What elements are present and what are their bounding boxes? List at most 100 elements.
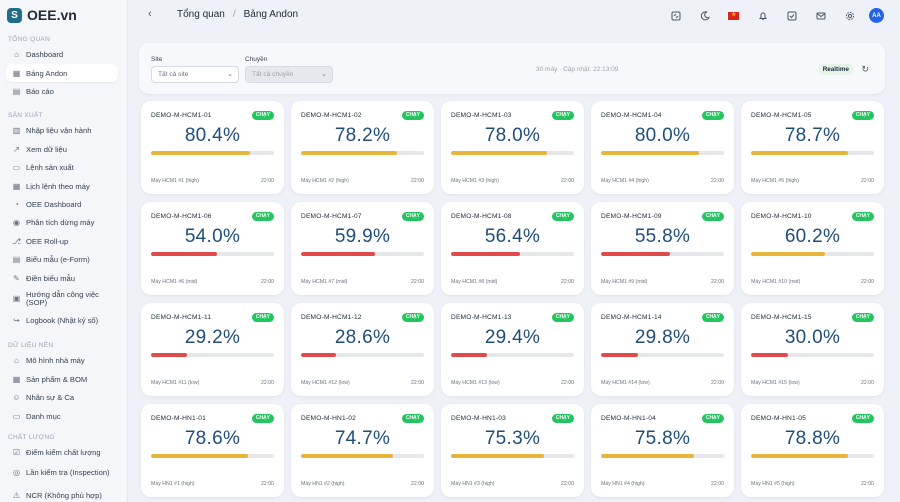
sidebar-item-label: Danh mục (26, 411, 61, 421)
ncr-icon: ⚠ (12, 490, 21, 500)
oee-value: 78.0% (484, 125, 541, 146)
sidebar-item-s-n-ph-m-bom[interactable]: ▦ Sản phẩm & BOM (0, 370, 118, 388)
status-badge: CHẠY (401, 414, 424, 423)
andon-card[interactable]: DEMO-M-HN1-04 CHẠY 75.8% Máy HN1 #4 (high) 2… (591, 404, 734, 497)
dark-mode-icon[interactable] (699, 10, 710, 21)
user-avatar[interactable]: AA (869, 8, 884, 23)
product-icon: ▦ (12, 374, 21, 384)
sidebar-item-h-ng-d-n-c-ng-vi-c-sop[interactable]: ▣ Hướng dẫn công việc (SOP) (0, 288, 118, 310)
language-flag-icon[interactable] (728, 10, 739, 21)
sidebar-item-bi-u-m-u-e-form[interactable]: ▤ Biểu mẫu (e-Form) (0, 251, 118, 269)
oee-progress-track (751, 353, 874, 357)
sidebar-item-b-o-c-o[interactable]: ▤ Báo cáo (0, 83, 118, 101)
sidebar-item-ncr-kh-ng-ph-h-p[interactable]: ⚠ NCR (Không phù hợp) (0, 486, 118, 502)
fullscreen-icon[interactable] (670, 10, 681, 21)
andon-card[interactable]: DEMO-M-HCM1-12 CHẠY 28.6% Máy HCM1 #12 (low… (291, 303, 434, 396)
last-update-time: 22:00 (411, 178, 424, 184)
sop-icon: ▣ (12, 293, 21, 303)
sidebar-item-i-n-bi-u-m-u[interactable]: ✎ Điền biểu mẫu (0, 269, 118, 287)
andon-card[interactable]: DEMO-M-HCM1-01 CHẠY 80.4% Máy HCM1 #1 (high… (141, 101, 284, 194)
top-toolbar: AA (652, 8, 884, 23)
oee-progress-fill (751, 353, 788, 357)
folder-icon: ▭ (12, 411, 21, 421)
oee-progress-track (751, 151, 874, 155)
last-update-time: 22:00 (861, 178, 874, 184)
oee-progress-track (151, 353, 274, 357)
andon-card[interactable]: DEMO-M-HN1-05 CHẠY 78.8% Máy HN1 #5 (high) 2… (741, 404, 884, 497)
last-update-time: 22:00 (561, 178, 574, 184)
andon-card[interactable]: DEMO-M-HCM1-02 CHẠY 78.2% Máy HCM1 #2 (high… (291, 101, 434, 194)
filter-panel: Site Tất cả site ⌄ Chuyền Tất cả chuyền … (139, 43, 885, 94)
sidebar-item-oee-roll-up[interactable]: ⎇ OEE Roll-up (0, 232, 118, 250)
sidebar-item-logbook-nh-t-k-s[interactable]: ↪ Logbook (Nhật ký số) (0, 312, 118, 330)
machine-name: Máy HCM1 #15 (low) (751, 380, 800, 386)
oee-progress-track (751, 454, 874, 458)
tasks-icon[interactable] (786, 10, 797, 21)
realtime-badge[interactable]: Realtime (818, 64, 853, 75)
andon-card[interactable]: DEMO-M-HCM1-15 CHẠY 30.0% Máy HCM1 #15 (low… (741, 303, 884, 396)
oee-progress-track (301, 353, 424, 357)
factory-icon: ⌂ (14, 356, 19, 366)
status-badge: CHẠY (851, 212, 874, 221)
oee-value: 59.9% (334, 226, 391, 247)
andon-card[interactable]: DEMO-M-HCM1-14 CHẠY 29.8% Máy HCM1 #14 (low… (591, 303, 734, 396)
sidebar-item-nh-n-s-ca[interactable]: ☺ Nhân sự & Ca (0, 389, 118, 407)
line-select[interactable]: Tất cả chuyền ⌄ (245, 66, 333, 83)
machine-name: Máy HN1 #5 (high) (751, 481, 795, 487)
last-update-time: 22:00 (261, 481, 274, 487)
sidebar-item-xem-d-li-u[interactable]: ↗ Xem dữ liệu (0, 140, 118, 158)
sidebar-item-ph-n-t-ch-d-ng-m-y[interactable]: ◉ Phân tích dừng máy (0, 214, 118, 232)
rollup-icon: ⎇ (11, 236, 22, 246)
sidebar-item-i-m-ki-m-ch-t-l-ng[interactable]: ☑ Điểm kiểm chất lượng (0, 444, 118, 462)
refresh-icon[interactable]: ↻ (861, 64, 869, 74)
andon-card[interactable]: DEMO-M-HCM1-09 CHẠY 55.8% Máy HCM1 #9 (mid)… (591, 202, 734, 295)
machine-code: DEMO-M-HCM1-03 (451, 112, 512, 119)
andon-card[interactable]: DEMO-M-HCM1-04 CHẠY 80.0% Máy HCM1 #4 (high… (591, 101, 734, 194)
sidebar-item-oee-dashboard[interactable]: ◔ OEE Dashboard (0, 196, 118, 214)
site-select[interactable]: Tất cả site ⌄ (151, 66, 239, 83)
calendar-icon: ▦ (12, 181, 21, 191)
andon-card[interactable]: DEMO-M-HN1-03 CHẠY 75.3% Máy HN1 #3 (high) 2… (441, 404, 584, 497)
oee-progress-track (451, 353, 574, 357)
app-logo[interactable]: S OEE.vn (0, 0, 127, 30)
sidebar-item-danh-m-c[interactable]: ▭ Danh mục (0, 407, 118, 425)
oee-progress-fill (451, 151, 547, 155)
andon-card[interactable]: DEMO-M-HCM1-11 CHẠY 29.2% Máy HCM1 #11 (low… (141, 303, 284, 396)
andon-card[interactable]: DEMO-M-HCM1-13 CHẠY 29.4% Máy HCM1 #13 (low… (441, 303, 584, 396)
chevron-down-icon: ⌄ (321, 71, 327, 78)
breadcrumb-item-overview[interactable]: Tổng quan (177, 9, 225, 20)
oee-value: 78.2% (334, 125, 391, 146)
andon-card[interactable]: DEMO-M-HCM1-06 CHẠY 54.0% Máy HCM1 #6 (mid)… (141, 202, 284, 295)
last-update-time: 22:00 (261, 380, 274, 386)
sidebar-item-l-nh-s-n-xu-t[interactable]: ▭ Lệnh sản xuất (0, 159, 118, 177)
machine-code: DEMO-M-HCM1-01 (151, 112, 212, 119)
andon-card[interactable]: DEMO-M-HN1-02 CHẠY 74.7% Máy HN1 #2 (high) 2… (291, 404, 434, 497)
machine-code: DEMO-M-HCM1-07 (301, 213, 362, 220)
andon-card[interactable]: DEMO-M-HCM1-07 CHẠY 59.9% Máy HCM1 #7 (mid)… (291, 202, 434, 295)
back-chevron-icon[interactable]: ‹ (148, 8, 152, 20)
oee-value: 28.6% (334, 327, 391, 348)
oee-value: 74.7% (334, 428, 391, 449)
oee-value: 29.4% (484, 327, 541, 348)
sidebar-item-nh-p-li-u-v-n-h-nh[interactable]: ▥ Nhập liệu vận hành (0, 122, 118, 140)
machine-code: DEMO-M-HCM1-05 (751, 112, 812, 119)
andon-card[interactable]: DEMO-M-HN1-01 CHẠY 78.6% Máy HN1 #1 (high) 2… (141, 404, 284, 497)
mail-icon[interactable] (815, 10, 826, 21)
sidebar-item-b-ng-andon[interactable]: ▦ Bảng Andon (6, 64, 118, 83)
sidebar-item-l-ch-l-nh-theo-m-y[interactable]: ▦ Lịch lệnh theo máy (0, 177, 118, 195)
settings-gear-icon[interactable] (844, 10, 855, 21)
status-badge: CHẠY (251, 212, 274, 221)
oee-progress-fill (451, 252, 521, 256)
bell-icon[interactable] (757, 10, 768, 21)
sidebar-item-l-n-ki-m-tra-inspection[interactable]: ◎ Lần kiểm tra (Inspection) (0, 462, 118, 484)
sidebar-item-m-h-nh-nh-m-y[interactable]: ⌂ Mô hình nhà máy (0, 352, 118, 370)
stop-icon: ◉ (13, 218, 20, 228)
machine-code: DEMO-M-HN1-02 (301, 415, 356, 422)
andon-card[interactable]: DEMO-M-HCM1-10 CHẠY 60.2% Máy HCM1 #10 (mid… (741, 202, 884, 295)
andon-card[interactable]: DEMO-M-HCM1-05 CHẠY 78.7% Máy HCM1 #5 (high… (741, 101, 884, 194)
andon-card[interactable]: DEMO-M-HCM1-03 CHẠY 78.0% Máy HCM1 #3 (high… (441, 101, 584, 194)
status-badge: CHẠY (401, 313, 424, 322)
sidebar-item-dashboard[interactable]: ⌂ Dashboard (0, 46, 118, 64)
sidebar-item-label: Dashboard (26, 50, 64, 60)
andon-card[interactable]: DEMO-M-HCM1-08 CHẠY 56.4% Máy HCM1 #8 (mid)… (441, 202, 584, 295)
